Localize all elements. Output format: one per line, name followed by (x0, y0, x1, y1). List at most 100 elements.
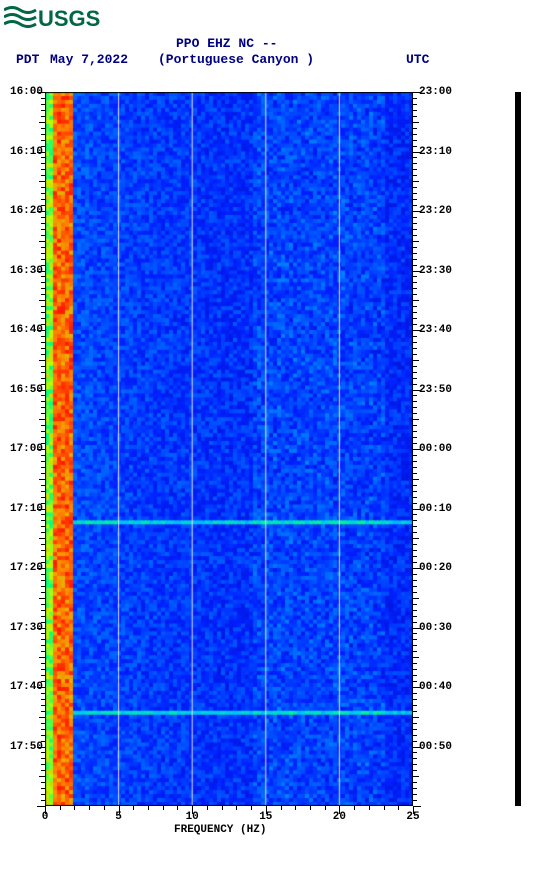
y-tick-right (413, 764, 417, 765)
y-tick-left (41, 752, 45, 753)
y-tick-right (413, 181, 419, 182)
y-tick-right (413, 134, 417, 135)
y-tick-right (413, 169, 417, 170)
y-tick-right (413, 550, 417, 551)
y-tick-left (39, 122, 45, 123)
y-tick-left (41, 407, 45, 408)
y-tick-right (413, 282, 417, 283)
y-tick-left (41, 116, 45, 117)
y-tick-left (39, 538, 45, 539)
y-tick-left (37, 509, 45, 510)
y-tick-left (41, 669, 45, 670)
y-tick-right (413, 758, 417, 759)
y-tick-right (413, 128, 417, 129)
y-tick-left (41, 247, 45, 248)
y-tick-right (413, 366, 417, 367)
y-tick-right (413, 776, 419, 777)
y-tick-left (41, 485, 45, 486)
y-tick-left (41, 140, 45, 141)
x-tick (133, 806, 134, 810)
y-tick-right (413, 497, 417, 498)
y-tick-right (413, 747, 421, 748)
y-tick-left (41, 253, 45, 254)
y-tick-left (41, 622, 45, 623)
y-tick-left (41, 312, 45, 313)
y-tick-left (41, 128, 45, 129)
y-tick-right (413, 235, 417, 236)
y-tick-left (39, 360, 45, 361)
location-label: (Portuguese Canyon ) (158, 52, 314, 67)
y-tick-left (41, 735, 45, 736)
y-tick-left (41, 556, 45, 557)
y-tick-left (39, 300, 45, 301)
x-tick (207, 806, 208, 810)
x-tick (413, 806, 414, 814)
y-tick-left (37, 271, 45, 272)
y-tick-left (41, 348, 45, 349)
y-tick-left (41, 758, 45, 759)
y-tick-left (41, 514, 45, 515)
y-tick-left (41, 592, 45, 593)
y-tick-right (413, 782, 417, 783)
usgs-logo: USGS (4, 4, 100, 39)
y-tick-left (41, 580, 45, 581)
y-tick-left (41, 294, 45, 295)
y-tick-right (413, 729, 417, 730)
y-tick-right (413, 705, 417, 706)
y-tick-right (413, 259, 417, 260)
y-tick-left (41, 199, 45, 200)
station-line: PPO EHZ NC -- (176, 36, 277, 51)
y-tick-right (413, 247, 417, 248)
y-tick-right (413, 663, 417, 664)
y-tick-right (413, 217, 417, 218)
y-tick-right (413, 616, 417, 617)
x-tick (384, 806, 385, 810)
x-tick (45, 806, 46, 814)
y-tick-left (41, 366, 45, 367)
y-tick-left (39, 181, 45, 182)
y-tick-right (413, 604, 417, 605)
y-tick-right (413, 140, 417, 141)
y-tick-left (41, 788, 45, 789)
y-tick-left (41, 455, 45, 456)
y-tick-left (41, 378, 45, 379)
y-tick-left (41, 520, 45, 521)
y-tick-left (41, 770, 45, 771)
y-tick-left (41, 461, 45, 462)
y-tick-right (413, 806, 421, 807)
y-tick-left (41, 354, 45, 355)
x-tick (310, 806, 311, 810)
y-tick-left (37, 330, 45, 331)
y-tick-left (41, 526, 45, 527)
y-tick-left (39, 657, 45, 658)
y-tick-right (413, 669, 417, 670)
y-tick-right (413, 419, 419, 420)
spectrogram-plot (45, 92, 413, 806)
y-tick-left (41, 711, 45, 712)
y-tick-left (37, 449, 45, 450)
y-tick-left (41, 175, 45, 176)
y-tick-right (413, 146, 417, 147)
y-tick-left (41, 306, 45, 307)
y-tick-right (413, 699, 417, 700)
y-tick-right (413, 300, 419, 301)
y-tick-left (41, 574, 45, 575)
y-tick-left (41, 764, 45, 765)
y-tick-right (413, 288, 417, 289)
y-tick-right (413, 544, 417, 545)
y-tick-right (413, 592, 417, 593)
y-tick-right (413, 443, 417, 444)
y-tick-right (413, 693, 417, 694)
y-tick-right (413, 122, 419, 123)
y-tick-right (413, 735, 417, 736)
y-tick-left (41, 98, 45, 99)
y-tick-left (39, 241, 45, 242)
tz-right-label: UTC (406, 52, 429, 67)
y-tick-left (39, 598, 45, 599)
y-tick-left (41, 425, 45, 426)
y-tick-left (39, 479, 45, 480)
y-tick-left (41, 473, 45, 474)
y-tick-left (41, 443, 45, 444)
y-tick-right (413, 568, 421, 569)
y-tick-left (41, 259, 45, 260)
